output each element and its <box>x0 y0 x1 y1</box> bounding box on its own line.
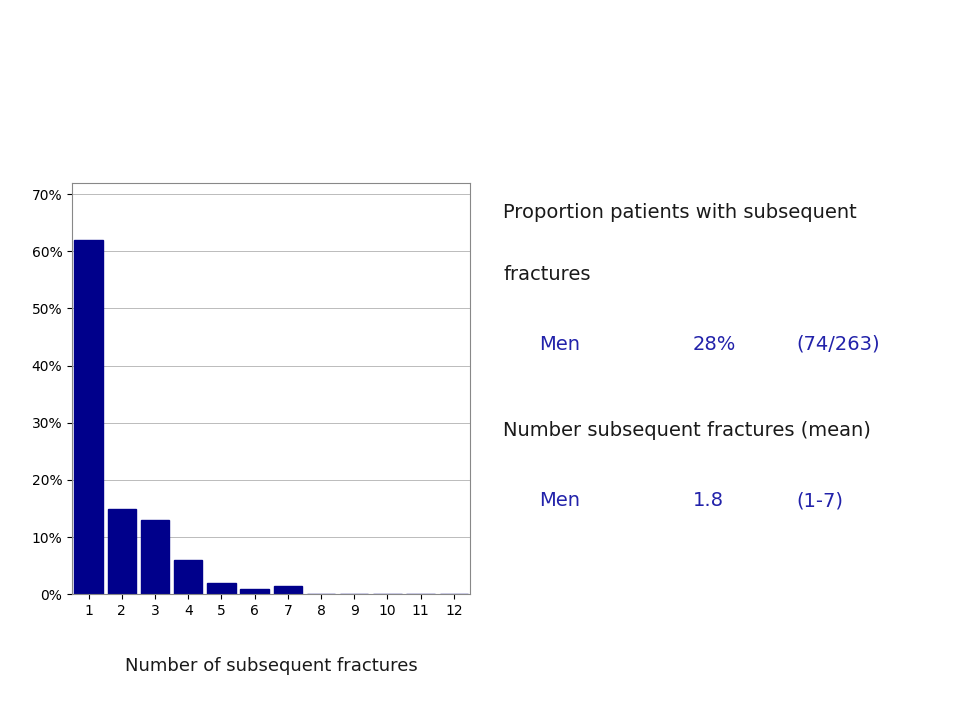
Bar <box>241 589 269 594</box>
Text: Proportion patients with subsequent: Proportion patients with subsequent <box>503 203 857 222</box>
Text: Men: Men <box>540 491 581 511</box>
Bar <box>75 240 103 594</box>
Text: Men: Men <box>540 335 581 354</box>
Text: 1.8: 1.8 <box>693 491 724 511</box>
Bar <box>141 520 169 594</box>
Text: 28%: 28% <box>693 335 736 354</box>
Text: Number of subsequent fractures: Number of subsequent fractures <box>125 657 418 675</box>
Text: (1-7): (1-7) <box>797 491 844 511</box>
Bar <box>174 560 203 594</box>
Text: Number subsequent fractures (mean): Number subsequent fractures (mean) <box>503 421 872 440</box>
Text: during residual lifetime: during residual lifetime <box>258 77 702 110</box>
Text: Total number of subsequent fractures: Total number of subsequent fractures <box>124 27 836 60</box>
Text: fractures: fractures <box>503 265 591 284</box>
Text: (74/263): (74/263) <box>797 335 880 354</box>
Bar <box>274 586 301 594</box>
Bar <box>207 583 235 594</box>
Bar <box>108 508 136 594</box>
